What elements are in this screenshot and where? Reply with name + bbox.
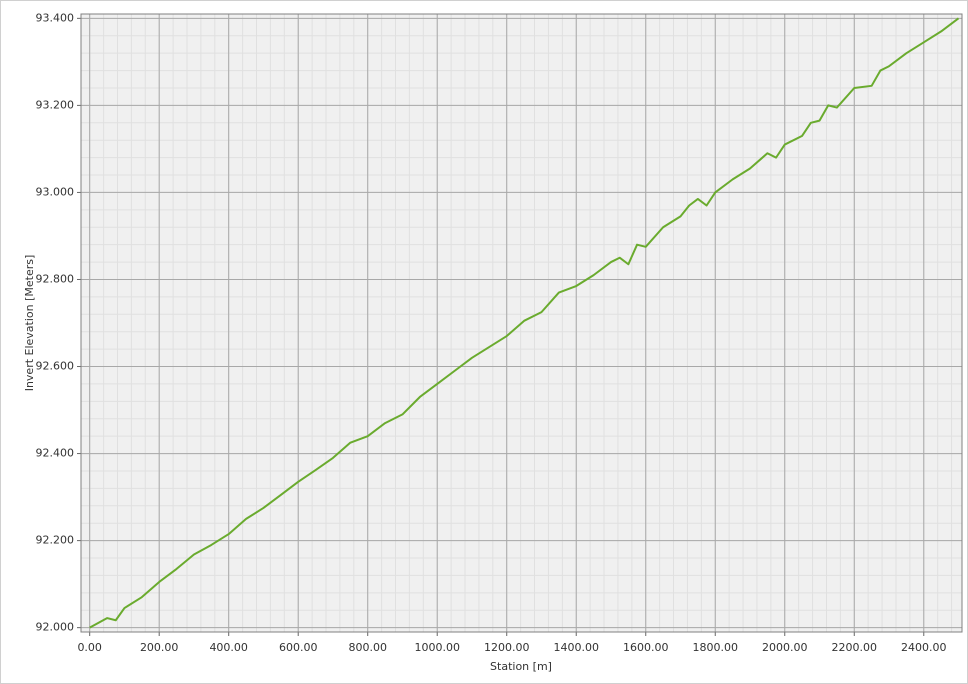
y-axis-label: Invert Elevation [Meters] — [23, 255, 36, 392]
x-tick-label: 2400.00 — [901, 641, 947, 654]
y-tick-label: 93.200 — [36, 98, 75, 111]
y-tick-label: 93.000 — [36, 185, 75, 198]
x-tick-label: 800.00 — [348, 641, 387, 654]
x-tick-label: 1400.00 — [553, 641, 599, 654]
x-tick-label: 600.00 — [279, 641, 318, 654]
x-tick-label: 0.00 — [77, 641, 102, 654]
y-tick-label: 92.600 — [36, 360, 75, 373]
y-tick-label: 93.400 — [36, 11, 75, 24]
x-tick-label: 2200.00 — [832, 641, 878, 654]
x-tick-label: 1800.00 — [693, 641, 739, 654]
x-axis-label: Station [m] — [490, 660, 552, 673]
x-tick-label: 200.00 — [140, 641, 179, 654]
x-tick-label: 1200.00 — [484, 641, 530, 654]
x-tick-label: 1600.00 — [623, 641, 669, 654]
y-tick-label: 92.000 — [36, 621, 75, 634]
x-tick-label: 2000.00 — [762, 641, 808, 654]
y-tick-label: 92.400 — [36, 447, 75, 460]
data-line — [89, 17, 960, 629]
plot-border — [80, 13, 963, 633]
y-tick-label: 92.800 — [36, 272, 75, 285]
x-tick-label: 1000.00 — [414, 641, 460, 654]
x-tick-label: 400.00 — [209, 641, 248, 654]
y-tick-label: 92.200 — [36, 534, 75, 547]
